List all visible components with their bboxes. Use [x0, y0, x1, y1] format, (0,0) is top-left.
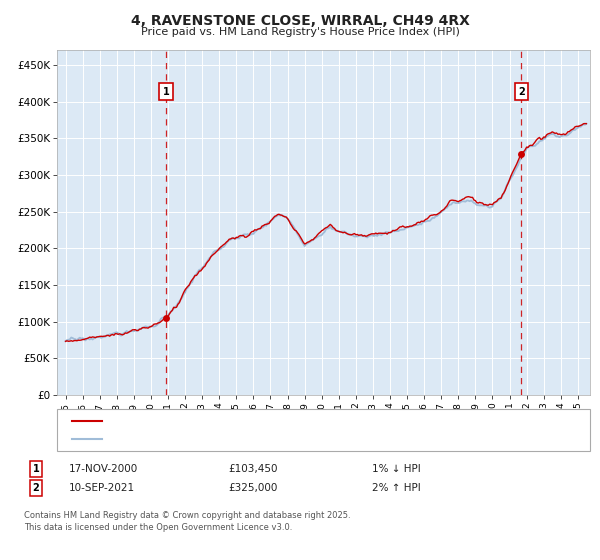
Text: £103,450: £103,450	[228, 464, 277, 474]
Text: 4, RAVENSTONE CLOSE, WIRRAL, CH49 4RX: 4, RAVENSTONE CLOSE, WIRRAL, CH49 4RX	[131, 14, 469, 28]
Text: 1: 1	[163, 87, 169, 97]
Text: This data is licensed under the Open Government Licence v3.0.: This data is licensed under the Open Gov…	[24, 523, 292, 532]
Text: 10-SEP-2021: 10-SEP-2021	[69, 483, 135, 493]
Text: Price paid vs. HM Land Registry's House Price Index (HPI): Price paid vs. HM Land Registry's House …	[140, 27, 460, 37]
Text: 1% ↓ HPI: 1% ↓ HPI	[372, 464, 421, 474]
Text: 2: 2	[32, 483, 40, 493]
Text: 1: 1	[32, 464, 40, 474]
Text: 2% ↑ HPI: 2% ↑ HPI	[372, 483, 421, 493]
Text: Contains HM Land Registry data © Crown copyright and database right 2025.: Contains HM Land Registry data © Crown c…	[24, 511, 350, 520]
Text: 2: 2	[518, 87, 524, 97]
Text: 4, RAVENSTONE CLOSE, WIRRAL, CH49 4RX (detached house): 4, RAVENSTONE CLOSE, WIRRAL, CH49 4RX (d…	[109, 416, 411, 426]
Text: HPI: Average price, detached house, Wirral: HPI: Average price, detached house, Wirr…	[109, 434, 319, 444]
Text: 17-NOV-2000: 17-NOV-2000	[69, 464, 138, 474]
Text: £325,000: £325,000	[228, 483, 277, 493]
